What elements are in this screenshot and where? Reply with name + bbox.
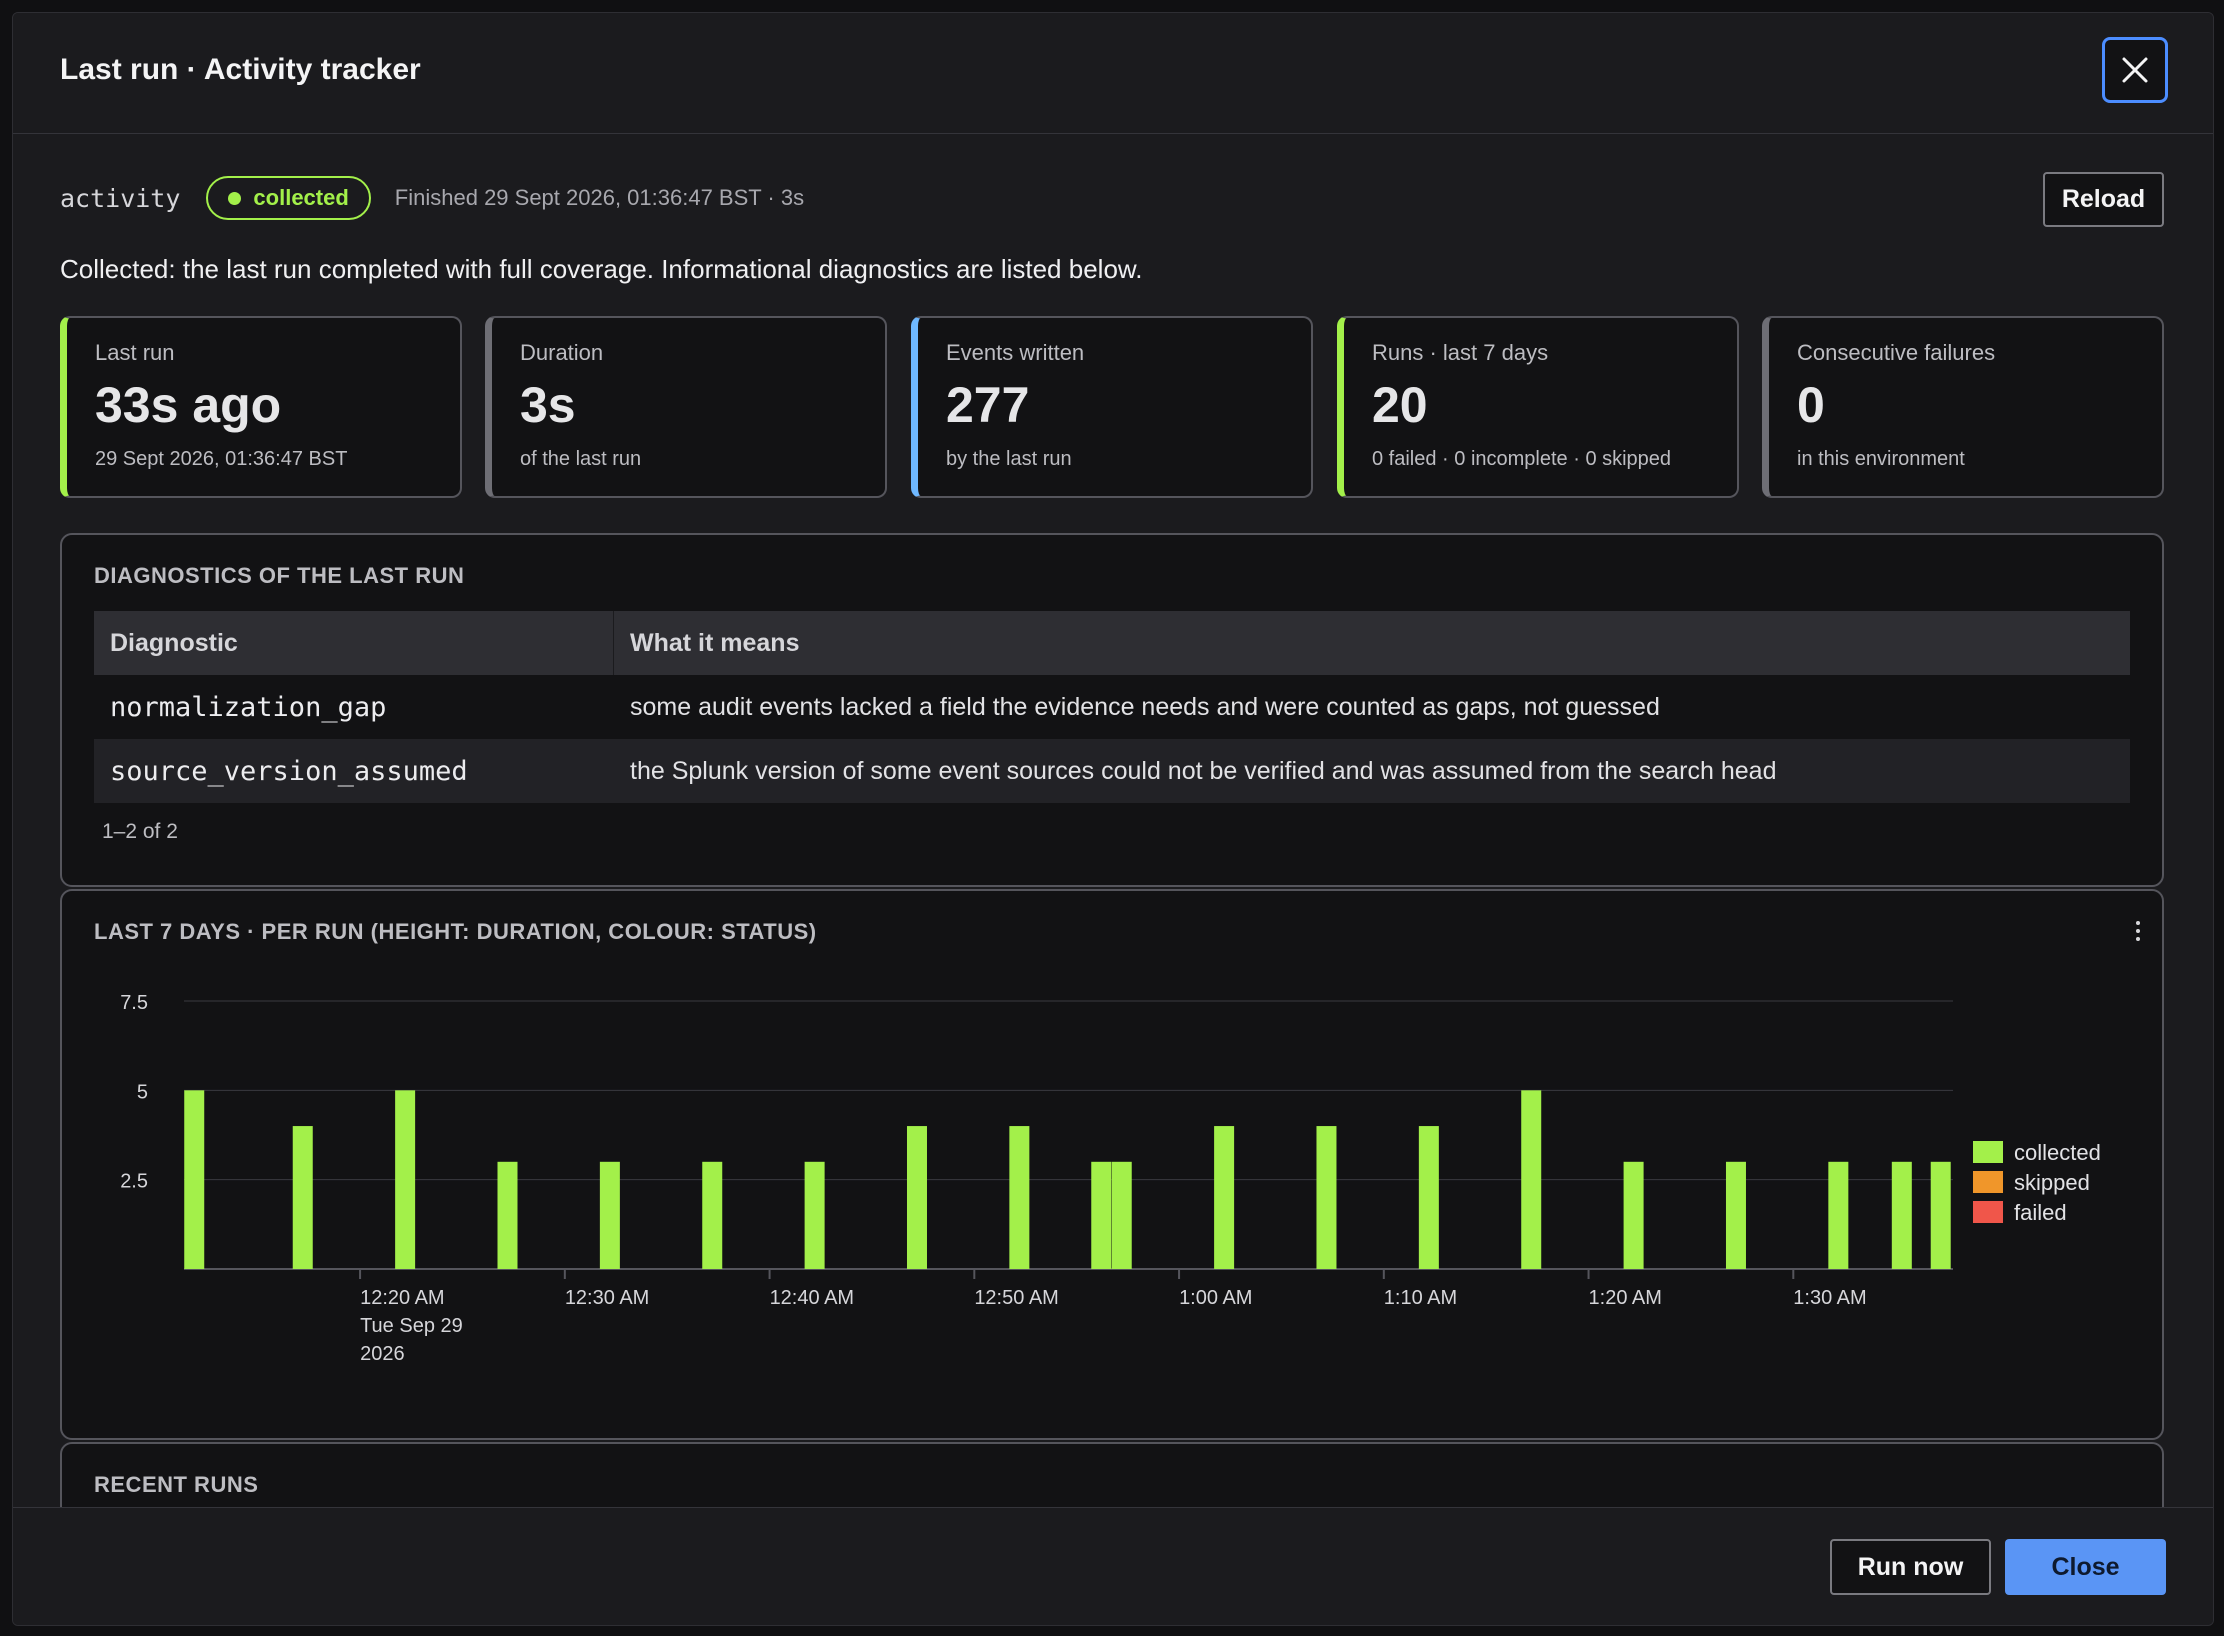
legend-swatch bbox=[1973, 1141, 2003, 1163]
recent-runs-panel: Recent runs bbox=[60, 1442, 2164, 1508]
legend-label: collected bbox=[2014, 1140, 2101, 1165]
column-header-diagnostic[interactable]: Diagnostic bbox=[94, 611, 614, 675]
diagnostic-meaning: some audit events lacked a field the evi… bbox=[630, 692, 1660, 721]
close-icon bbox=[2122, 57, 2148, 83]
run-bar bbox=[1418, 1126, 1439, 1269]
y-tick-label: 5 bbox=[137, 1081, 148, 1103]
column-header-meaning[interactable]: What it means bbox=[630, 628, 800, 657]
x-tick-label: 12:50 AM bbox=[974, 1287, 1059, 1309]
run-bar bbox=[1214, 1126, 1235, 1269]
run-bar bbox=[599, 1161, 620, 1269]
run-bar bbox=[1091, 1161, 1112, 1269]
diagnostic-name: source_version_assumed bbox=[110, 755, 468, 787]
kebab-menu-icon[interactable] bbox=[2132, 921, 2144, 947]
run-bar bbox=[1828, 1161, 1849, 1269]
tracker-id: activity bbox=[60, 183, 181, 213]
y-tick-label: 7.5 bbox=[120, 992, 148, 1014]
legend-swatch bbox=[1973, 1201, 2003, 1223]
dialog-footer: Run now Close bbox=[13, 1507, 2213, 1625]
x-tick-label: 1:20 AM bbox=[1589, 1287, 1662, 1309]
diagnostic-meaning: the Splunk version of some event sources… bbox=[630, 756, 1777, 785]
stat-value: 277 bbox=[946, 377, 1030, 433]
run-bar bbox=[804, 1161, 825, 1269]
x-tick-label: 1:00 AM bbox=[1179, 1287, 1252, 1309]
stat-subtext: in this environment bbox=[1797, 448, 1965, 470]
stat-value: 3s bbox=[520, 377, 576, 433]
stat-card-consecutive-failures: Consecutive failures 0 in this environme… bbox=[1762, 316, 2164, 498]
x-tick-date-label: Tue Sep 29 bbox=[360, 1315, 463, 1337]
run-bar bbox=[1891, 1161, 1912, 1269]
table-pager: 1–2 of 2 bbox=[102, 820, 178, 843]
stat-card-runs-last-7-days: Runs · last 7 days 20 0 failed · 0 incom… bbox=[1337, 316, 1739, 498]
stat-label: Runs · last 7 days bbox=[1372, 340, 1549, 365]
finished-timestamp: Finished 29 Sept 2026, 01:36:47 BST · 3s bbox=[394, 185, 805, 210]
table-row[interactable]: source_version_assumed the Splunk versio… bbox=[94, 739, 2130, 803]
run-bar bbox=[1316, 1126, 1337, 1269]
dialog-title: Last run · Activity tracker bbox=[60, 53, 421, 86]
x-tick-label: 12:40 AM bbox=[770, 1287, 855, 1309]
legend-label: failed bbox=[2014, 1200, 2067, 1225]
run-summary: Collected: the last run completed with f… bbox=[60, 254, 1143, 284]
diagnostics-table: Diagnostic What it means normalization_g… bbox=[94, 611, 2130, 803]
stat-card-duration: Duration 3s of the last run bbox=[485, 316, 887, 498]
close-button[interactable]: Close bbox=[2005, 1539, 2166, 1595]
run-bar bbox=[702, 1161, 723, 1269]
stat-cards: Last run 33s ago 29 Sept 2026, 01:36:47 … bbox=[60, 316, 2164, 498]
stat-card-last-run: Last run 33s ago 29 Sept 2026, 01:36:47 … bbox=[60, 316, 462, 498]
stat-value: 33s ago bbox=[95, 377, 282, 433]
stat-subtext: 29 Sept 2026, 01:36:47 BST bbox=[95, 448, 348, 470]
run-bar bbox=[1623, 1161, 1644, 1269]
status-dot-icon bbox=[228, 191, 242, 205]
run-bar bbox=[292, 1126, 313, 1269]
x-tick-label: 12:20 AM bbox=[360, 1287, 445, 1309]
chart-panel: Last 7 days · per run (height: duration,… bbox=[60, 889, 2164, 1440]
stat-subtext: 0 failed · 0 incomplete · 0 skipped bbox=[1372, 448, 1672, 470]
run-bar bbox=[497, 1161, 518, 1269]
run-bar bbox=[1009, 1126, 1030, 1269]
run-bar bbox=[395, 1090, 416, 1269]
stat-value: 0 bbox=[1797, 377, 1825, 433]
run-bar bbox=[1521, 1090, 1542, 1269]
reload-button[interactable]: Reload bbox=[2043, 172, 2164, 227]
legend-swatch bbox=[1973, 1171, 2003, 1193]
x-tick-label: 1:30 AM bbox=[1793, 1287, 1866, 1309]
recent-runs-title: Recent runs bbox=[94, 1472, 259, 1497]
diagnostics-title: Diagnostics of the last run bbox=[94, 563, 465, 588]
legend-label: skipped bbox=[2014, 1170, 2090, 1195]
dialog-header: Last run · Activity tracker bbox=[13, 13, 2213, 134]
stat-label: Consecutive failures bbox=[1797, 340, 1996, 365]
stat-card-events-written: Events written 277 by the last run bbox=[911, 316, 1313, 498]
diagnostics-panel: Diagnostics of the last run Diagnostic W… bbox=[60, 533, 2164, 887]
stat-label: Events written bbox=[946, 340, 1085, 365]
y-tick-label: 2.5 bbox=[120, 1171, 148, 1193]
run-meta-row: activity collected Finished 29 Sept 2026… bbox=[60, 174, 804, 222]
x-tick-date-label: 2026 bbox=[360, 1343, 405, 1365]
table-header: Diagnostic What it means bbox=[94, 611, 2130, 675]
diagnostic-name: normalization_gap bbox=[110, 691, 387, 723]
run-bar bbox=[184, 1090, 205, 1269]
status-badge-label: collected bbox=[253, 185, 349, 210]
status-badge: collected bbox=[206, 176, 371, 220]
run-bar bbox=[1111, 1161, 1132, 1269]
stat-label: Last run bbox=[95, 340, 175, 365]
run-now-button[interactable]: Run now bbox=[1830, 1539, 1991, 1595]
run-bar bbox=[906, 1126, 927, 1269]
stat-subtext: by the last run bbox=[946, 448, 1072, 470]
stat-value: 20 bbox=[1372, 377, 1428, 433]
stat-subtext: of the last run bbox=[520, 448, 642, 470]
run-bar bbox=[1930, 1161, 1951, 1269]
x-tick-label: 12:30 AM bbox=[565, 1287, 650, 1309]
run-bar bbox=[1725, 1161, 1746, 1269]
chart-title: Last 7 days · per run (height: duration,… bbox=[94, 919, 817, 944]
close-dialog-button[interactable] bbox=[2102, 37, 2168, 103]
stat-label: Duration bbox=[520, 340, 604, 365]
x-tick-label: 1:10 AM bbox=[1384, 1287, 1457, 1309]
table-row[interactable]: normalization_gap some audit events lack… bbox=[94, 675, 2130, 739]
dialog-body: activity collected Finished 29 Sept 2026… bbox=[13, 134, 2213, 1508]
last-run-dialog: Last run · Activity tracker activity col… bbox=[12, 12, 2214, 1626]
runs-chart: 7.5 5 2.5 12:20 AM Tue Sep 29 2026 12:30 AM 12:… bbox=[120, 992, 2101, 1365]
